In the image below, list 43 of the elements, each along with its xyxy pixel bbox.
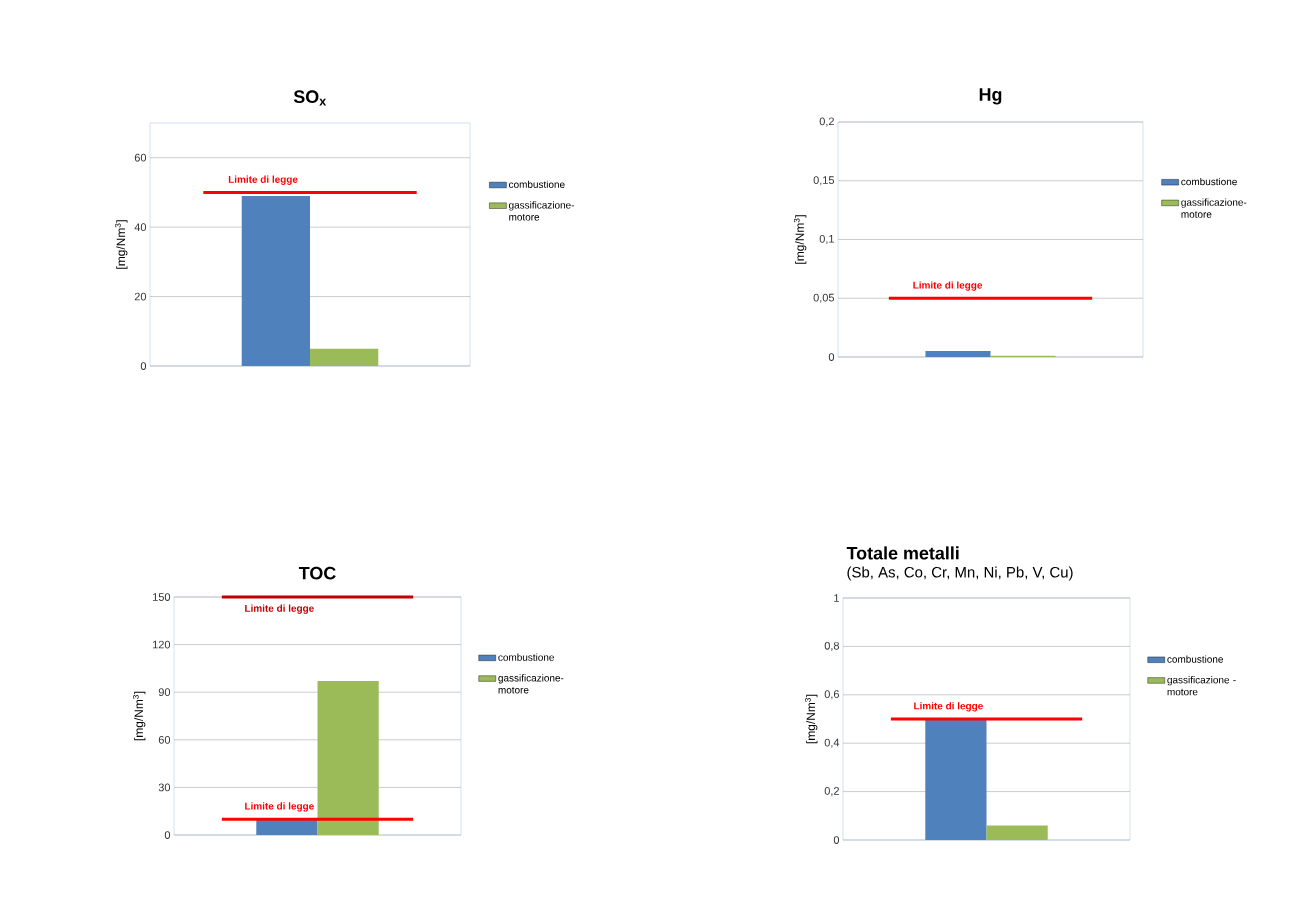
legend-label: combustione bbox=[1181, 177, 1237, 186]
legend-label: combustione bbox=[1167, 655, 1223, 663]
y-tick-label: 120 bbox=[153, 640, 171, 649]
y-tick-label: 0 bbox=[140, 362, 147, 370]
y-tick-label: 30 bbox=[158, 783, 171, 792]
y-tick-label: 0,15 bbox=[813, 176, 835, 186]
y-tick-label: 90 bbox=[158, 688, 171, 697]
ref-line-label: Limite di legge bbox=[245, 802, 314, 812]
y-tick-label: 0,6 bbox=[824, 690, 840, 700]
y-tick-label: 0,8 bbox=[824, 641, 840, 651]
chart-subtitle: (Sb, As, Co, Cr, Mn, Ni, Pb, V, Cu) bbox=[847, 566, 1073, 581]
y-axis-title: [mg/Nm$^{3}$] bbox=[793, 215, 807, 264]
legend-label: gassificazione-motore bbox=[509, 201, 575, 221]
chart-title: SO$_{x}$ bbox=[293, 90, 327, 106]
y-tick-label: 20 bbox=[134, 292, 147, 301]
ref-line-label: Limite di legge bbox=[913, 281, 983, 291]
legend-label: gassificazione-motore bbox=[1181, 198, 1247, 218]
y-tick-label: 0 bbox=[833, 836, 840, 844]
chart-title: TOC bbox=[298, 566, 336, 580]
chart-title: Totale metalli bbox=[846, 546, 959, 560]
y-tick-label: 150 bbox=[153, 593, 171, 601]
legend-label: gassificazione -motore bbox=[1167, 676, 1236, 696]
ref-line-label: Limite di legge bbox=[914, 702, 983, 712]
y-tick-label: 60 bbox=[158, 735, 171, 744]
legend-label: combustione bbox=[498, 653, 554, 661]
y-tick-label: 0,1 bbox=[819, 234, 834, 245]
y-axis-title: [mg/Nm$^{3}$] bbox=[115, 220, 128, 269]
y-tick-label: 0,05 bbox=[813, 293, 835, 303]
y-tick-label: 0,4 bbox=[824, 738, 840, 748]
chart-title: Hg bbox=[979, 88, 1002, 105]
y-tick-label: 1 bbox=[834, 594, 839, 602]
ref-line-label: Limite di legge bbox=[228, 175, 298, 185]
ref-line-label: Limite di legge bbox=[245, 604, 314, 614]
y-axis-title: [mg/Nm$^{3}$] bbox=[805, 694, 818, 744]
y-tick-label: 0,2 bbox=[824, 787, 839, 797]
y-axis-title: [mg/Nm$^{3}$] bbox=[132, 691, 146, 741]
y-tick-label: 0,2 bbox=[819, 117, 834, 127]
y-tick-label: 0 bbox=[828, 353, 835, 361]
y-tick-label: 40 bbox=[134, 223, 147, 232]
y-tick-label: 60 bbox=[134, 153, 147, 162]
legend-label: combustione bbox=[509, 180, 565, 188]
legend-label: gassificazione-motore bbox=[498, 674, 564, 694]
y-tick-label: 0 bbox=[164, 831, 171, 839]
